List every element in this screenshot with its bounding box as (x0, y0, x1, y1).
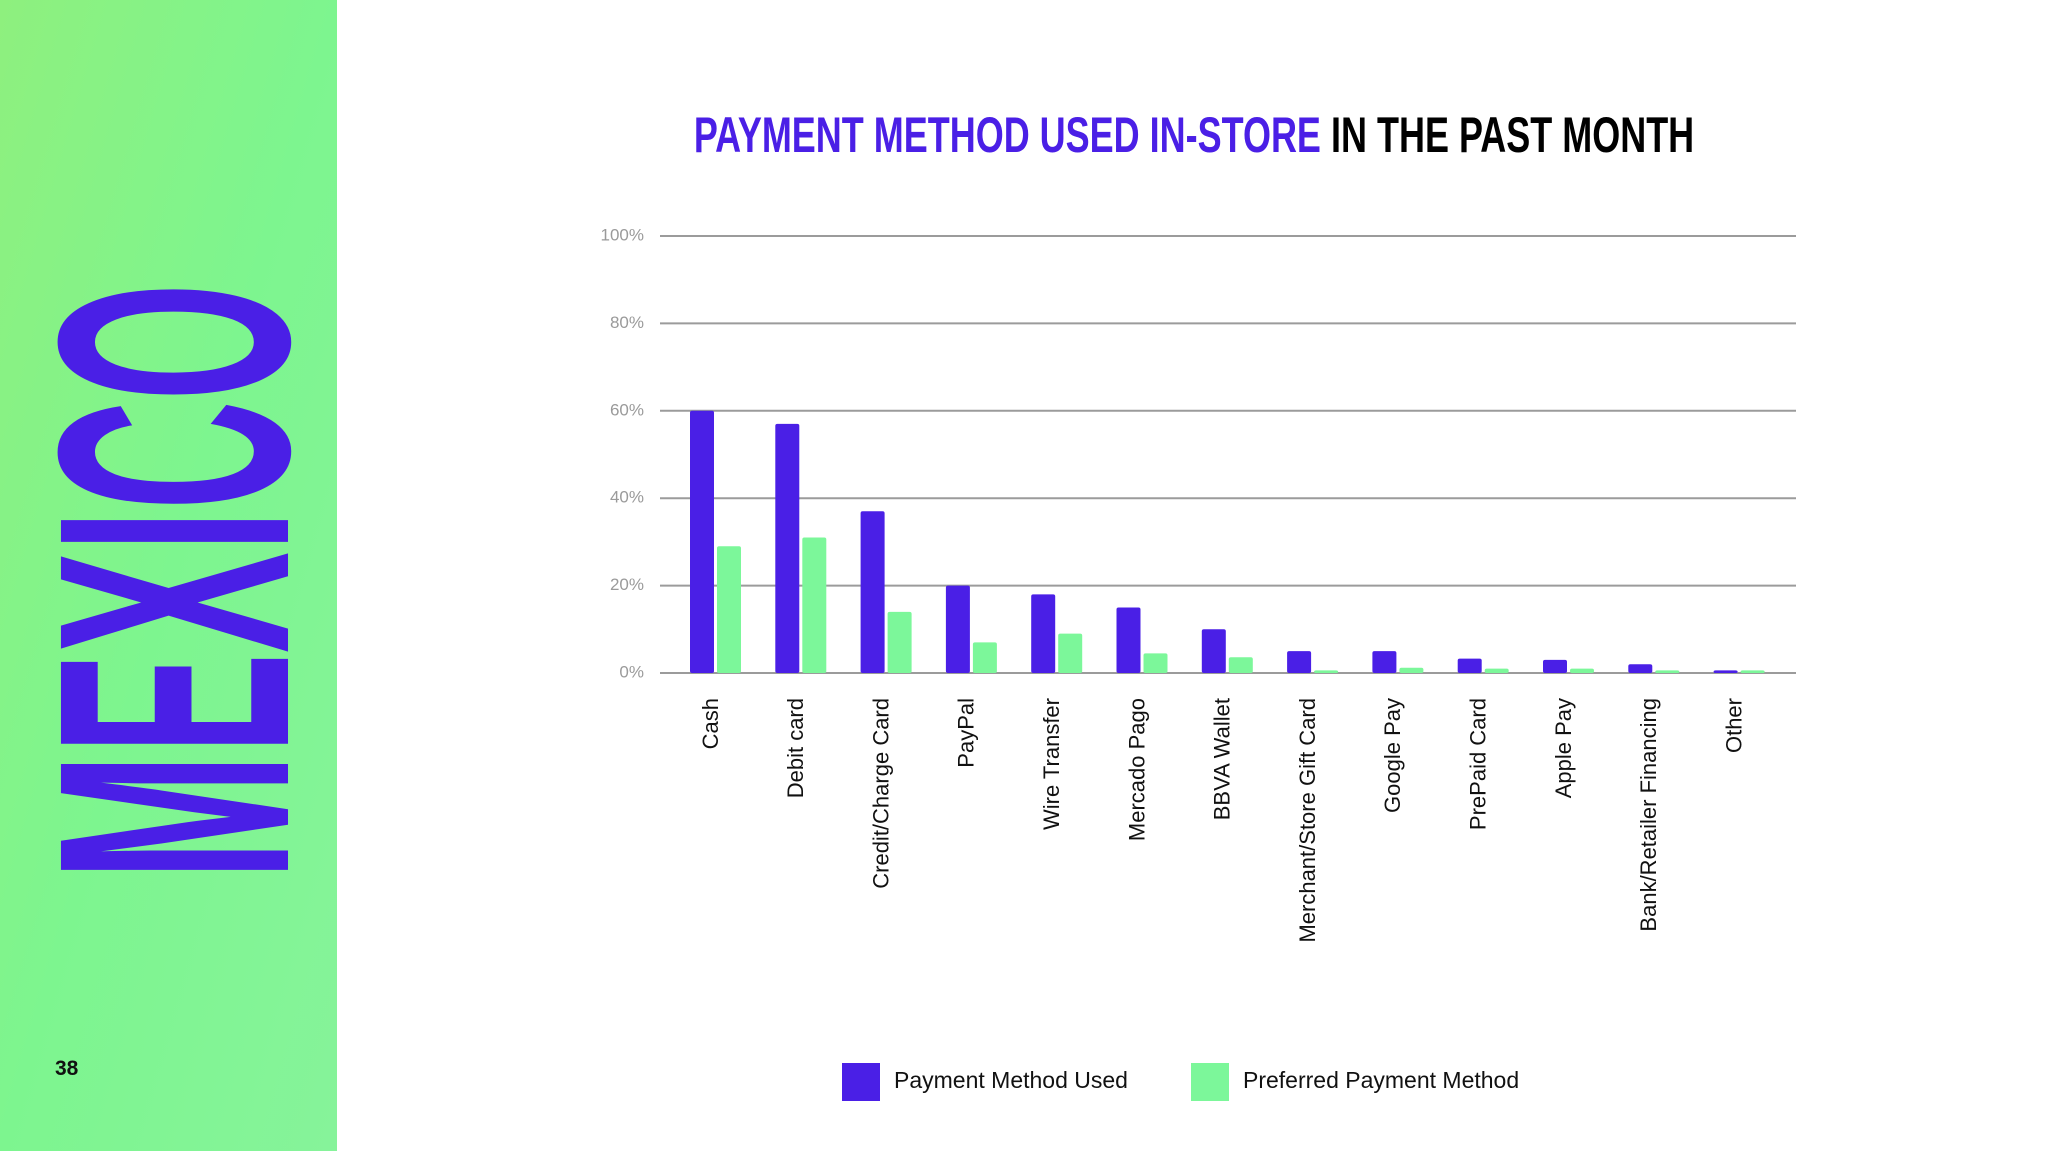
sidebar (0, 0, 337, 1151)
bar (1058, 633, 1083, 673)
y-tick-label: 80% (610, 313, 644, 332)
y-tick-label: 60% (610, 400, 644, 419)
bar (1713, 670, 1738, 673)
bar (945, 585, 970, 673)
x-tick-label: PrePaid Card (1466, 698, 1491, 830)
bar (1372, 651, 1397, 673)
bar (1570, 668, 1594, 673)
bar (1201, 629, 1226, 673)
bar (1287, 651, 1312, 673)
title-highlight: PAYMENT METHOD USED IN-STORE (694, 108, 1321, 163)
bar (1399, 667, 1424, 673)
legend-swatch (1191, 1063, 1229, 1101)
x-tick-label: BBVA Wallet (1210, 698, 1235, 820)
x-tick-label: PayPal (954, 698, 979, 768)
bar (1143, 653, 1168, 673)
x-tick-label: Cash (698, 698, 723, 749)
x-tick-label: Bank/Retailer Financing (1636, 698, 1661, 932)
page-number: 38 (55, 1057, 79, 1080)
legend-label: Preferred Payment Method (1243, 1067, 1519, 1093)
x-tick-label: Merchant/Store Gift Card (1295, 698, 1320, 943)
x-tick-label: Wire Transfer (1039, 698, 1064, 830)
bar (887, 611, 912, 673)
chart-title: PAYMENT METHOD USED IN-STORE IN THE PAST … (694, 108, 1694, 163)
bar (1543, 659, 1567, 673)
bar (1740, 670, 1765, 673)
bar (717, 546, 741, 673)
y-tick-label: 20% (610, 575, 644, 594)
x-tick-label: Credit/Charge Card (868, 698, 893, 889)
legend-label: Payment Method Used (894, 1067, 1128, 1093)
bar (1457, 658, 1482, 673)
bar (972, 642, 997, 673)
bar (802, 537, 827, 673)
bar (1031, 594, 1056, 673)
bar (690, 410, 714, 673)
legend-swatch (842, 1063, 880, 1101)
country-label: MEXICO (0, 283, 358, 880)
x-tick-label: Apple Pay (1551, 698, 1576, 798)
bar (1314, 670, 1339, 673)
x-tick-label: Other (1721, 698, 1746, 753)
bar (775, 423, 800, 673)
bar (1628, 664, 1653, 673)
x-tick-label: Mercado Pago (1124, 698, 1149, 841)
bar (1655, 670, 1680, 673)
bar (1228, 657, 1253, 673)
title-rest: IN THE PAST MONTH (1331, 108, 1694, 163)
x-tick-label: Debit card (783, 698, 808, 798)
x-tick-label: Google Pay (1380, 698, 1405, 813)
y-tick-label: 40% (610, 488, 644, 507)
bar (1484, 668, 1509, 673)
y-tick-label: 100% (601, 225, 644, 244)
bar (1116, 607, 1141, 673)
y-tick-label: 0% (619, 662, 644, 681)
bar (860, 511, 885, 673)
